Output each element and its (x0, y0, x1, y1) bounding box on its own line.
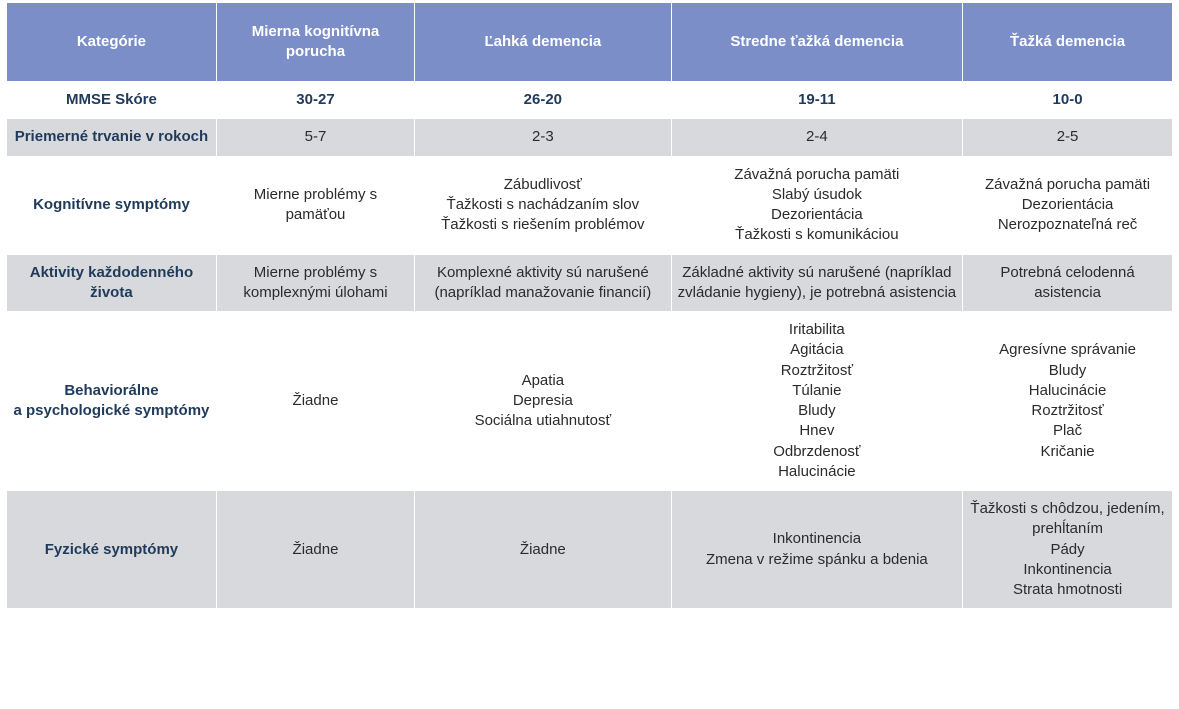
cell: 19-11 (671, 82, 963, 119)
cell: Mierne problémy s pamäťou (216, 156, 414, 254)
row-behavioralne: Behaviorálne a psychologické symptómy Ži… (7, 312, 1173, 491)
cell: Žiadne (216, 312, 414, 491)
cell: Žiadne (415, 491, 672, 609)
cell: Komplexné aktivity sú narušené (napríkla… (415, 254, 672, 312)
cell: Ťažkosti s chôdzou, jedením, prehĺtaním … (963, 491, 1173, 609)
col-header-tazka: Ťažká demencia (963, 3, 1173, 82)
row-label: Kognitívne symptómy (7, 156, 217, 254)
col-header-lahka: Ľahká demencia (415, 3, 672, 82)
row-label: Aktivity každodenného života (7, 254, 217, 312)
row-mmse: MMSE Skóre 30-27 26-20 19-11 10-0 (7, 82, 1173, 119)
row-label: Fyzické symptómy (7, 491, 217, 609)
row-aktivity: Aktivity každodenného života Mierne prob… (7, 254, 1173, 312)
cell: 30-27 (216, 82, 414, 119)
cell: Agresívne správanie Bludy Halucinácie Ro… (963, 312, 1173, 491)
cell: Inkontinencia Zmena v režime spánku a bd… (671, 491, 963, 609)
col-header-kategorie: Kategórie (7, 3, 217, 82)
row-trvanie: Priemerné trvanie v rokoch 5-7 2-3 2-4 2… (7, 119, 1173, 156)
cell: Mierne problémy s komplexnými úlohami (216, 254, 414, 312)
row-fyzicke: Fyzické symptómy Žiadne Žiadne Inkontine… (7, 491, 1173, 609)
cell: Apatia Depresia Sociálna utiahnutosť (415, 312, 672, 491)
table-container: Kategórie Mierna kognitívna porucha Ľahk… (0, 0, 1179, 617)
cell: 2-3 (415, 119, 672, 156)
cell: 10-0 (963, 82, 1173, 119)
cell: Závažná porucha pamäti Slabý úsudok Dezo… (671, 156, 963, 254)
cell: Potrebná celodenná asistencia (963, 254, 1173, 312)
row-label: MMSE Skóre (7, 82, 217, 119)
cell: Zábudlivosť Ťažkosti s nachádzaním slov … (415, 156, 672, 254)
cell: Žiadne (216, 491, 414, 609)
cell: Závažná porucha pamäti Dezorientácia Ner… (963, 156, 1173, 254)
cell: Iritabilita Agitácia Roztržitosť Túlanie… (671, 312, 963, 491)
row-label: Behaviorálne a psychologické symptómy (7, 312, 217, 491)
cell: 2-5 (963, 119, 1173, 156)
cell: 26-20 (415, 82, 672, 119)
cell: Základné aktivity sú narušené (napríklad… (671, 254, 963, 312)
row-kognitivne: Kognitívne symptómy Mierne problémy s pa… (7, 156, 1173, 254)
col-header-stredne: Stredne ťažká demencia (671, 3, 963, 82)
cell: 2-4 (671, 119, 963, 156)
col-header-mierna: Mierna kognitívna porucha (216, 3, 414, 82)
row-label: Priemerné trvanie v rokoch (7, 119, 217, 156)
cell: 5-7 (216, 119, 414, 156)
dementia-stages-table: Kategórie Mierna kognitívna porucha Ľahk… (6, 2, 1173, 609)
table-header-row: Kategórie Mierna kognitívna porucha Ľahk… (7, 3, 1173, 82)
